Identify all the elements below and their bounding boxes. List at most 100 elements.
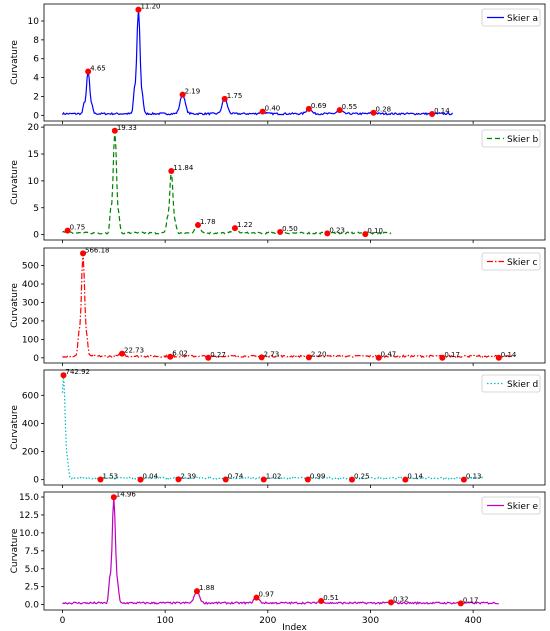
peak-marker — [495, 354, 502, 361]
peak-marker — [304, 476, 311, 483]
legend-box — [481, 496, 541, 515]
peak-marker — [460, 476, 467, 483]
data-label: 6.02 — [172, 350, 188, 358]
legend-box — [481, 374, 541, 393]
data-label: 566.18 — [85, 246, 110, 254]
peak-marker — [375, 354, 382, 361]
y-tick-label: 300 — [22, 298, 39, 308]
y-axis-label: Curvature — [10, 40, 20, 85]
y-tick-label: 20 — [28, 123, 40, 133]
peak-marker — [324, 230, 331, 237]
data-label: 1.22 — [237, 221, 253, 229]
peak-marker — [110, 494, 117, 501]
chart-panel-2: 0 5 10 15 20 Curvature 0.75 19.33 11.84 1.78 1.22 0… — [10, 123, 546, 243]
y-tick-label: 10.0 — [19, 529, 39, 539]
data-label: 0.51 — [323, 594, 339, 602]
data-label: 0.17 — [463, 596, 479, 604]
data-label: 0.75 — [70, 224, 86, 232]
data-label: 1.88 — [199, 584, 215, 592]
peak-marker — [222, 476, 229, 483]
peak-marker — [259, 108, 266, 115]
data-label: 0.74 — [228, 473, 244, 481]
data-label: 0.14 — [407, 473, 423, 481]
data-label: 0.32 — [393, 595, 409, 603]
peak-marker — [111, 127, 118, 134]
data-label: 11.84 — [173, 164, 194, 172]
data-label: 0.99 — [310, 473, 326, 481]
y-tick-label: 200 — [22, 317, 39, 327]
peak-marker — [336, 107, 343, 114]
data-label: 0.14 — [434, 107, 450, 115]
y-tick-label: 2.5 — [25, 583, 39, 593]
y-tick-label: 7.5 — [25, 547, 39, 557]
x-tick-label: 200 — [259, 616, 276, 626]
data-label: 19.33 — [117, 124, 137, 132]
x-axis-label: Index — [282, 623, 307, 631]
y-tick-label: 400 — [22, 419, 39, 429]
peak-marker — [85, 68, 92, 75]
data-label: 0.27 — [210, 351, 226, 359]
peak-marker — [97, 476, 104, 483]
peak-marker — [119, 350, 126, 357]
peak-marker — [429, 111, 436, 118]
x-tick-label: 400 — [465, 616, 482, 626]
y-tick-label: 0 — [33, 354, 39, 364]
peak-marker — [457, 600, 464, 607]
peak-marker — [137, 476, 144, 483]
data-label: 0.28 — [376, 106, 392, 114]
peak-marker — [80, 250, 87, 257]
data-label: 0.97 — [259, 591, 275, 599]
peak-marker — [179, 91, 186, 98]
y-tick-label: 4 — [33, 74, 39, 84]
peak-marker — [277, 228, 284, 235]
peak-marker — [168, 168, 175, 174]
data-label: 0.40 — [265, 105, 281, 113]
data-label: 11.20 — [140, 3, 160, 11]
peak-marker — [175, 476, 182, 483]
peak-marker — [305, 105, 312, 112]
y-tick-label: 10 — [28, 17, 40, 27]
peak-marker — [348, 476, 355, 483]
axes-frame — [43, 3, 546, 122]
peak-marker — [402, 476, 409, 483]
x-tick-label: 100 — [157, 616, 174, 626]
y-tick-label: 100 — [22, 335, 39, 345]
legend-label: Skier a — [507, 14, 538, 24]
data-label: 0.50 — [282, 225, 298, 233]
data-label: 0.47 — [381, 351, 397, 359]
data-label: 1.02 — [266, 473, 282, 481]
legend-label: Skier d — [507, 380, 538, 390]
data-label: 0.17 — [444, 351, 460, 359]
data-label: 14.96 — [116, 490, 137, 498]
data-label: 4.65 — [90, 64, 106, 72]
peak-marker — [231, 225, 238, 232]
series-line — [62, 252, 515, 359]
peak-marker — [60, 372, 67, 379]
data-label: 2.73 — [264, 350, 280, 358]
legend-label: Skier e — [507, 502, 539, 512]
peak-marker — [388, 599, 395, 606]
peak-marker — [194, 222, 201, 229]
data-label: 0.55 — [342, 103, 358, 111]
peak-marker — [362, 231, 369, 238]
series-line — [61, 8, 454, 116]
y-tick-label: 0 — [33, 231, 39, 241]
data-label: 742.92 — [66, 368, 91, 376]
peak-marker — [167, 353, 174, 360]
chart-panel-3: 0 100 200 300 400 500 Curvature 566.18 22.73 6.02… — [10, 246, 546, 366]
peak-marker — [193, 588, 200, 595]
data-label: 0.23 — [329, 226, 345, 234]
y-tick-label: 10 — [28, 177, 40, 187]
data-label: 2.19 — [185, 88, 201, 96]
data-label: 0.25 — [354, 473, 370, 481]
peak-marker — [135, 6, 142, 13]
y-tick-label: 15.0 — [19, 493, 39, 503]
series-line — [62, 130, 392, 236]
data-label: 0.10 — [367, 227, 383, 235]
peak-marker — [221, 95, 228, 102]
peak-marker — [258, 354, 265, 361]
y-tick-label: 5 — [33, 204, 39, 214]
peak-marker — [205, 354, 212, 361]
y-axis-label: Curvature — [10, 160, 20, 205]
